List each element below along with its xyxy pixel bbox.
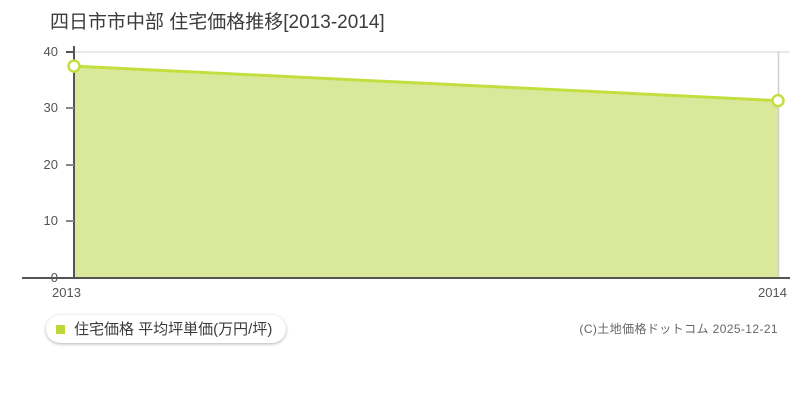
legend-label: 住宅価格 平均坪単価(万円/坪) <box>74 320 273 338</box>
y-tick-label-20: 20 <box>43 157 58 172</box>
y-tick-label-0: 0 <box>50 270 58 285</box>
legend-swatch-icon <box>56 324 65 334</box>
chart-legend[interactable]: 住宅価格 平均坪単価(万円/坪) <box>46 315 287 343</box>
copyright-credit: (C)土地価格ドットコム 2025-12-21 <box>579 322 778 336</box>
series-line <box>73 64 779 103</box>
x-tick-label-2014: 2014 <box>758 285 787 300</box>
y-tick-label-30: 30 <box>43 100 58 115</box>
series-area-fill <box>74 66 778 278</box>
x-tick-label-2013: 2013 <box>52 285 81 300</box>
chart-title: 四日市市中部 住宅価格推移[2013-2014] <box>50 12 385 33</box>
y-tick-label-10: 10 <box>43 213 58 228</box>
data-point-marker-2014[interactable] <box>771 93 785 108</box>
data-point-marker-2013[interactable] <box>67 59 81 73</box>
y-tick-label-40: 40 <box>43 44 58 59</box>
